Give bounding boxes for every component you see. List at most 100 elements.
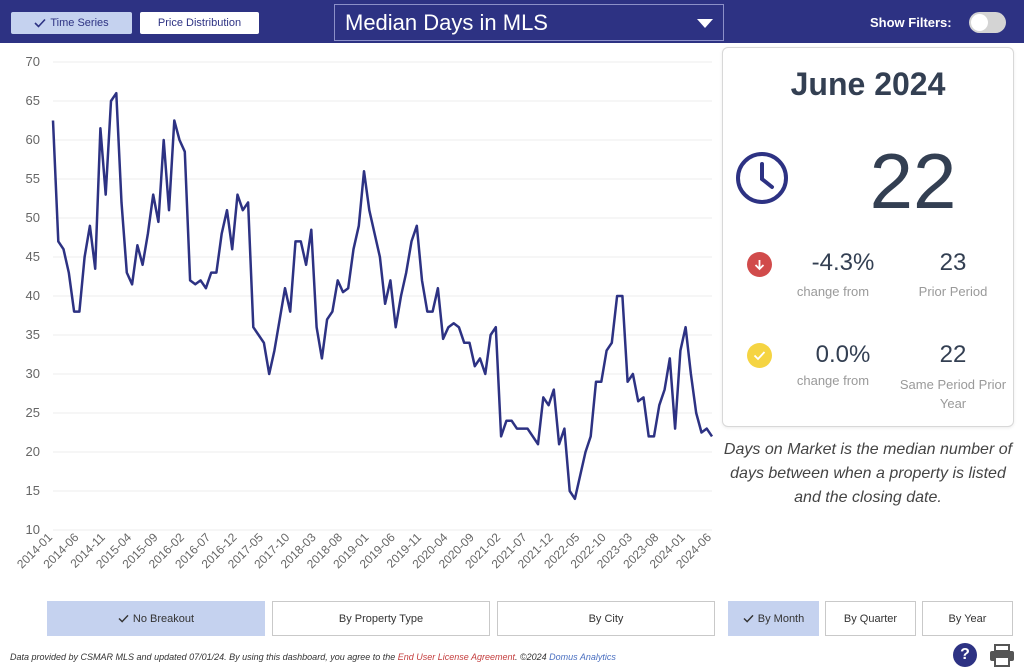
data-point[interactable] — [414, 223, 419, 228]
data-point[interactable] — [704, 426, 709, 431]
data-point[interactable] — [594, 379, 599, 384]
data-point[interactable] — [177, 138, 182, 143]
data-point[interactable] — [688, 372, 693, 377]
data-point[interactable] — [314, 325, 319, 330]
data-point[interactable] — [630, 372, 635, 377]
data-point[interactable] — [467, 340, 472, 345]
data-point[interactable] — [93, 266, 98, 271]
data-point[interactable] — [51, 118, 56, 123]
tab-price-distribution[interactable]: Price Distribution — [140, 12, 259, 34]
data-point[interactable] — [56, 239, 61, 244]
data-point[interactable] — [330, 309, 335, 314]
data-point[interactable] — [678, 348, 683, 353]
data-point[interactable] — [667, 356, 672, 361]
data-point[interactable] — [636, 399, 641, 404]
by-month-button[interactable]: By Month — [728, 601, 819, 636]
data-point[interactable] — [377, 255, 382, 260]
data-point[interactable] — [261, 340, 266, 345]
data-point[interactable] — [340, 290, 345, 295]
by-year-button[interactable]: By Year — [922, 601, 1013, 636]
data-point[interactable] — [72, 309, 77, 314]
data-point[interactable] — [140, 262, 145, 267]
data-point[interactable] — [398, 294, 403, 299]
data-point[interactable] — [662, 387, 667, 392]
data-point[interactable] — [108, 99, 113, 104]
data-point[interactable] — [172, 118, 177, 123]
data-point[interactable] — [161, 138, 166, 143]
license-agreement-link[interactable]: End User License Agreement — [397, 652, 515, 662]
data-point[interactable] — [166, 208, 171, 213]
data-point[interactable] — [683, 325, 688, 330]
data-point[interactable] — [98, 126, 103, 131]
data-point[interactable] — [114, 91, 119, 96]
data-point[interactable] — [546, 403, 551, 408]
data-point[interactable] — [87, 223, 92, 228]
data-point[interactable] — [251, 325, 256, 330]
data-point[interactable] — [145, 231, 150, 236]
data-point[interactable] — [346, 286, 351, 291]
data-point[interactable] — [483, 372, 488, 377]
data-point[interactable] — [362, 169, 367, 174]
data-point[interactable] — [193, 282, 198, 287]
data-point[interactable] — [615, 294, 620, 299]
data-point[interactable] — [562, 426, 567, 431]
data-point[interactable] — [514, 426, 519, 431]
data-point[interactable] — [304, 262, 309, 267]
data-point[interactable] — [409, 239, 414, 244]
data-point[interactable] — [404, 270, 409, 275]
data-point[interactable] — [488, 333, 493, 338]
data-point[interactable] — [504, 418, 509, 423]
data-point[interactable] — [472, 364, 477, 369]
data-point[interactable] — [441, 336, 446, 341]
data-point[interactable] — [272, 348, 277, 353]
data-point[interactable] — [583, 450, 588, 455]
data-point[interactable] — [82, 255, 87, 260]
data-point[interactable] — [135, 243, 140, 248]
data-point[interactable] — [66, 270, 71, 275]
data-point[interactable] — [541, 395, 546, 400]
data-point[interactable] — [235, 192, 240, 197]
data-point[interactable] — [214, 270, 219, 275]
data-point[interactable] — [188, 278, 193, 283]
data-point[interactable] — [293, 239, 298, 244]
data-point[interactable] — [383, 301, 388, 306]
data-point[interactable] — [209, 270, 214, 275]
data-point[interactable] — [478, 356, 483, 361]
data-point[interactable] — [435, 286, 440, 291]
metric-dropdown[interactable]: Median Days in MLS — [334, 4, 724, 41]
data-point[interactable] — [351, 247, 356, 252]
data-point[interactable] — [372, 231, 377, 236]
data-point[interactable] — [625, 379, 630, 384]
data-point[interactable] — [246, 200, 251, 205]
by-property-type-button[interactable]: By Property Type — [272, 601, 490, 636]
data-point[interactable] — [446, 325, 451, 330]
domus-analytics-link[interactable]: Domus Analytics — [549, 652, 616, 662]
data-point[interactable] — [425, 309, 430, 314]
data-point[interactable] — [430, 309, 435, 314]
data-point[interactable] — [335, 278, 340, 283]
data-point[interactable] — [652, 434, 657, 439]
data-point[interactable] — [641, 395, 646, 400]
data-point[interactable] — [499, 434, 504, 439]
data-point[interactable] — [451, 321, 456, 326]
data-point[interactable] — [604, 348, 609, 353]
help-icon[interactable]: ? — [953, 643, 977, 667]
data-point[interactable] — [493, 325, 498, 330]
data-point[interactable] — [319, 356, 324, 361]
data-point[interactable] — [710, 434, 715, 439]
tab-time-series[interactable]: Time Series — [11, 12, 132, 34]
data-point[interactable] — [393, 325, 398, 330]
data-point[interactable] — [156, 219, 161, 224]
data-point[interactable] — [298, 239, 303, 244]
printer-icon[interactable] — [989, 644, 1015, 667]
data-point[interactable] — [462, 340, 467, 345]
data-point[interactable] — [325, 317, 330, 322]
data-point[interactable] — [673, 426, 678, 431]
data-point[interactable] — [240, 208, 245, 213]
data-point[interactable] — [657, 403, 662, 408]
by-quarter-button[interactable]: By Quarter — [825, 601, 916, 636]
data-point[interactable] — [520, 426, 525, 431]
data-point[interactable] — [388, 278, 393, 283]
data-point[interactable] — [224, 208, 229, 213]
data-point[interactable] — [557, 442, 562, 447]
